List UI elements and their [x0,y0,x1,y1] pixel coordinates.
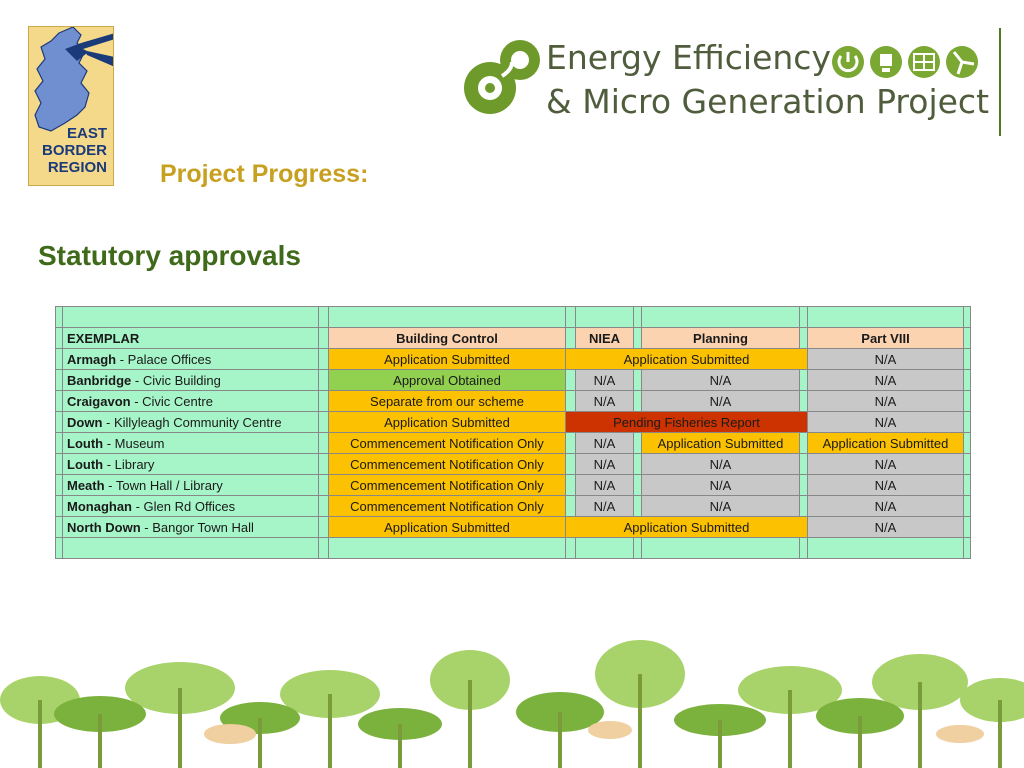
part-viii-cell: N/A [807,516,964,538]
part-viii-cell: N/A [807,411,964,433]
row-building: - Civic Centre [130,393,213,409]
row-building: - Town Hall / Library [104,477,223,493]
building-control-cell: Separate from our scheme [328,390,566,412]
building-control-cell: Application Submitted [328,411,566,433]
bulb-icon [870,46,902,78]
row-building: - Glen Rd Offices [132,498,236,514]
east-border-region-logo: EAST BORDER REGION [28,26,114,186]
part-viii-cell: N/A [807,390,964,412]
row-place: Craigavon [67,393,131,409]
row-place: Banbridge [67,372,132,388]
niea-planning-cell: Application Submitted [565,516,808,538]
table-row: Meath - Town Hall / Library Commencement … [55,474,971,496]
table-row: Craigavon - Civic Centre Separate from ou… [55,390,971,412]
table-row: Louth - Museum Commencement Notification … [55,432,971,454]
row-building: - Killyleagh Community Centre [102,414,282,430]
page-title: Project Progress: [160,160,369,188]
header-building-control: Building Control [328,327,566,349]
part-viii-cell: Application Submitted [807,432,964,454]
table-spacer-row [55,306,971,328]
planning-cell: Application Submitted [641,432,800,454]
building-control-cell: Commencement Notification Only [328,453,566,475]
row-name: North Down - Bangor Town Hall [62,516,319,538]
row-name: Louth - Library [62,453,319,475]
table-row: Down - Killyleagh Community Centre Applic… [55,411,971,433]
niea-cell: N/A [575,390,634,412]
statutory-approvals-table: EXEMPLAR Building Control NIEA Planning … [55,306,971,559]
niea-cell: N/A [575,474,634,496]
part-viii-cell: N/A [807,369,964,391]
divider-line [999,28,1001,136]
niea-planning-cell: Application Submitted [565,348,808,370]
table-row: North Down - Bangor Town Hall Application… [55,516,971,538]
row-building: - Museum [103,435,165,451]
row-name: Down - Killyleagh Community Centre [62,411,319,433]
header-part-viii: Part VIII [807,327,964,349]
planning-cell: N/A [641,474,800,496]
row-place: Down [67,414,103,430]
planning-cell: N/A [641,495,800,517]
header-niea: NIEA [575,327,634,349]
eco-icons [832,46,978,78]
building-control-cell: Commencement Notification Only [328,474,566,496]
table-header-row: EXEMPLAR Building Control NIEA Planning … [55,327,971,349]
building-control-cell: Commencement Notification Only [328,495,566,517]
power-icon [832,46,864,78]
building-control-cell: Approval Obtained [328,369,566,391]
row-place: Monaghan [67,498,132,514]
ireland-map-icon [34,27,113,132]
niea-cell: N/A [575,495,634,517]
section-subtitle: Statutory approvals [38,240,301,271]
row-building: - Library [103,456,155,472]
header-planning: Planning [641,327,800,349]
row-name: Craigavon - Civic Centre [62,390,319,412]
part-viii-cell: N/A [807,474,964,496]
logo-left-text: EAST BORDER REGION [41,125,107,176]
part-viii-cell: N/A [807,453,964,475]
header-exemplar: EXEMPLAR [62,327,319,349]
planning-cell: N/A [641,369,800,391]
part-viii-cell: N/A [807,495,964,517]
row-building: - Civic Building [131,372,221,388]
planning-cell: N/A [641,390,800,412]
row-building: - Bangor Town Hall [140,519,254,535]
row-place: Meath [67,477,105,493]
energy-efficiency-logo: Energy Efficiency & Micro Generation Pro… [460,26,1005,138]
swirl-logo-icon [464,40,540,114]
row-name: Louth - Museum [62,432,319,454]
row-place: Armagh [67,351,117,367]
niea-cell: N/A [575,369,634,391]
table-spacer-row [55,537,971,559]
niea-cell: N/A [575,453,634,475]
part-viii-cell: N/A [807,348,964,370]
niea-planning-cell: Pending Fisheries Report [565,411,808,433]
row-name: Armagh - Palace Offices [62,348,319,370]
building-control-cell: Commencement Notification Only [328,432,566,454]
table-row: Armagh - Palace Offices Application Submi… [55,348,971,370]
row-place: Louth [67,456,104,472]
trees-illustration [0,640,1024,768]
row-name: Banbridge - Civic Building [62,369,319,391]
planning-cell: N/A [641,453,800,475]
row-place: North Down [67,519,141,535]
row-name: Meath - Town Hall / Library [62,474,319,496]
energy-efficiency-text: Energy Efficiency & Micro Generation Pro… [546,38,990,121]
row-name: Monaghan - Glen Rd Offices [62,495,319,517]
table-row: Monaghan - Glen Rd Offices Commencement N… [55,495,971,517]
table-row: Louth - Library Commencement Notification… [55,453,971,475]
row-building: - Palace Offices [116,351,212,367]
solar-panel-icon [908,46,940,78]
niea-cell: N/A [575,432,634,454]
building-control-cell: Application Submitted [328,348,566,370]
table-row: Banbridge - Civic Building Approval Obtai… [55,369,971,391]
wind-turbine-icon [946,46,978,78]
building-control-cell: Application Submitted [328,516,566,538]
row-place: Louth [67,435,104,451]
